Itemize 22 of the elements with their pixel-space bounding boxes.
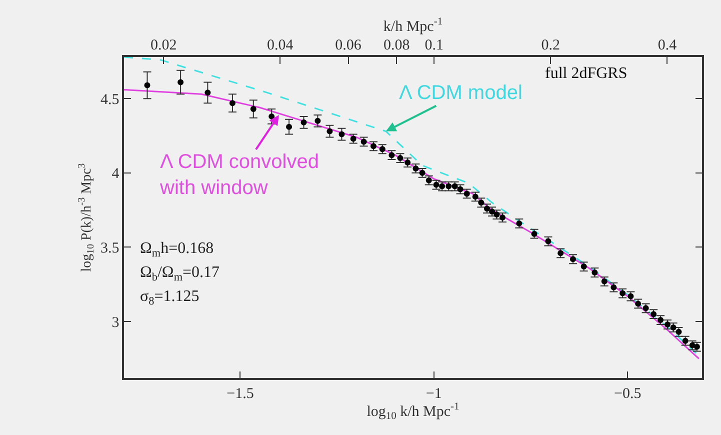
- x2-axis-title: k/h Mpc$^{-1}$: [383, 16, 443, 35]
- x-axis-title: log$_{10}$ k/h Mpc$^{-1}$: [366, 402, 460, 422]
- x2-tick-label: 0.06: [335, 37, 362, 54]
- x2-tick-label: 0.02: [150, 37, 177, 54]
- x-tick-label: −1.5: [226, 386, 254, 402]
- x-tick-label: −1: [426, 386, 442, 402]
- annotation: Λ CDM model: [399, 82, 522, 104]
- annotation: Ω$_{b}$/Ω$_{m}$=0.17: [140, 264, 220, 284]
- x-tick-label: −0.5: [614, 386, 642, 402]
- y-tick-label: 4: [112, 166, 120, 182]
- y-tick-label: 3.5: [100, 240, 120, 256]
- annotation: Λ CDM convolved with window: [159, 151, 319, 199]
- annotation: σ$_{8}$=1.125: [140, 288, 200, 308]
- annotation: Ω$_{m}$h=0.168: [140, 240, 214, 260]
- x2-tick-label: 0.2: [541, 37, 560, 54]
- x2-tick-label: 0.04: [267, 37, 294, 54]
- y-tick-label: 3: [112, 314, 120, 331]
- y-tick-label: 4.5: [100, 92, 120, 108]
- x2-tick-label: 0.4: [658, 37, 678, 54]
- x2-tick-label: 0.08: [384, 37, 410, 54]
- x2-tick-label: 0.1: [424, 37, 444, 54]
- annotation: full 2dFGRS: [545, 65, 628, 82]
